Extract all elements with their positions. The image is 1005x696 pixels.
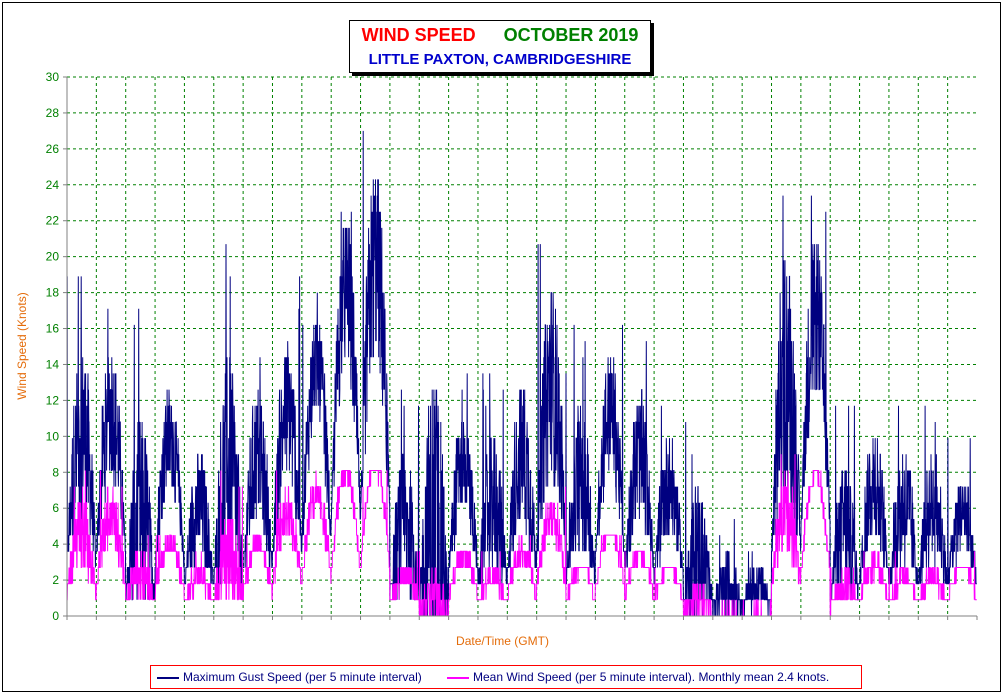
legend-swatch-mean bbox=[447, 676, 469, 679]
y-tick-label: 30 bbox=[46, 70, 60, 84]
y-tick-label: 12 bbox=[46, 393, 60, 407]
axes bbox=[63, 76, 978, 620]
y-axis-label: Wind Speed (Knots) bbox=[15, 292, 29, 400]
series-line bbox=[66, 454, 977, 617]
y-tick-label: 10 bbox=[46, 429, 60, 443]
y-tick-label: 4 bbox=[52, 537, 59, 551]
y-tick-label: 2 bbox=[52, 573, 59, 587]
gust-series bbox=[66, 130, 977, 617]
y-tick-label: 16 bbox=[46, 322, 60, 336]
legend-label-mean: Mean Wind Speed (per 5 minute interval).… bbox=[473, 670, 830, 684]
y-tick-label: 24 bbox=[46, 178, 60, 192]
y-tick-label: 18 bbox=[46, 286, 60, 300]
legend-label-gust: Maximum Gust Speed (per 5 minute interva… bbox=[183, 670, 422, 684]
legend: Maximum Gust Speed (per 5 minute interva… bbox=[150, 665, 862, 689]
title-main: WIND SPEED bbox=[361, 25, 476, 45]
y-tick-label: 0 bbox=[52, 609, 59, 623]
chart-title: WIND SPEED OCTOBER 2019 bbox=[350, 25, 650, 49]
mean-series bbox=[66, 454, 977, 617]
series-line bbox=[66, 130, 977, 617]
title-month: OCTOBER 2019 bbox=[503, 25, 639, 45]
y-tick-label: 28 bbox=[46, 106, 60, 120]
chart-title-box: WIND SPEED OCTOBER 2019 LITTLE PAXTON, C… bbox=[349, 20, 651, 73]
y-tick-label: 6 bbox=[52, 501, 59, 515]
legend-swatch-gust bbox=[157, 676, 179, 679]
x-axis-label: Date/Time (GMT) bbox=[456, 634, 549, 648]
y-tick-label: 22 bbox=[46, 214, 60, 228]
y-tick-label: 8 bbox=[52, 465, 59, 479]
legend-item-mean: Mean Wind Speed (per 5 minute interval).… bbox=[447, 670, 829, 684]
y-tick-label: 26 bbox=[46, 142, 60, 156]
legend-item-gust: Maximum Gust Speed (per 5 minute interva… bbox=[157, 670, 422, 684]
y-tick-label: 14 bbox=[46, 357, 60, 371]
chart-subtitle: LITTLE PAXTON, CAMBRIDGESHIRE bbox=[368, 51, 632, 68]
y-tick-label: 20 bbox=[46, 250, 60, 264]
